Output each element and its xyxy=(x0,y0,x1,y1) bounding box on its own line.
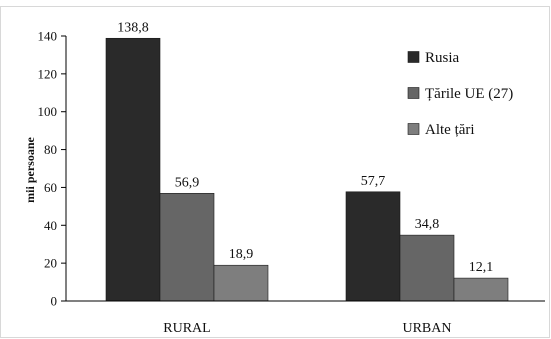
bars xyxy=(105,37,509,302)
data-label: 18,9 xyxy=(229,247,254,262)
category-label: RURAL xyxy=(163,321,210,336)
y-tick-label: 40 xyxy=(44,218,57,233)
legend-label: Rusia xyxy=(425,50,460,66)
legend-swatch xyxy=(407,51,420,63)
y-tick-label: 0 xyxy=(51,294,58,309)
data-labels: 138,8 56,9 18,9 57,7 34,8 12,1 xyxy=(117,20,493,275)
legend-swatch xyxy=(407,123,420,135)
legend-label: Alte țări xyxy=(425,122,475,138)
legend-swatch xyxy=(407,87,420,99)
data-label: 34,8 xyxy=(415,217,440,232)
y-tick-label: 120 xyxy=(38,66,58,81)
data-label: 12,1 xyxy=(469,260,494,275)
y-tick-label: 80 xyxy=(44,142,57,157)
y-axis-title: mii persoane xyxy=(23,137,37,203)
category-label: URBAN xyxy=(402,321,451,336)
y-tick-label: 20 xyxy=(44,256,57,271)
bar-rural-series-0 xyxy=(105,37,161,302)
y-tick-label: 140 xyxy=(38,29,58,44)
bar-urban-series-1 xyxy=(399,234,455,302)
data-label: 56,9 xyxy=(175,175,200,190)
bar-urban-series-2 xyxy=(453,277,509,302)
bar-rural-series-1 xyxy=(159,192,215,302)
category-labels: RURAL URBAN xyxy=(163,321,451,336)
y-tick-label: 60 xyxy=(44,180,57,195)
legend: Rusia Țările UE (27) Alte țări xyxy=(407,50,513,138)
data-label: 138,8 xyxy=(117,20,149,35)
y-axis-ticks: 0 20 40 60 80 100 120 140 xyxy=(38,29,66,309)
bar-rural-series-2 xyxy=(213,264,269,302)
data-label: 57,7 xyxy=(361,174,386,189)
legend-label: Țările UE (27) xyxy=(425,86,513,102)
y-tick-label: 100 xyxy=(38,104,58,119)
bar-urban-series-0 xyxy=(345,191,401,302)
